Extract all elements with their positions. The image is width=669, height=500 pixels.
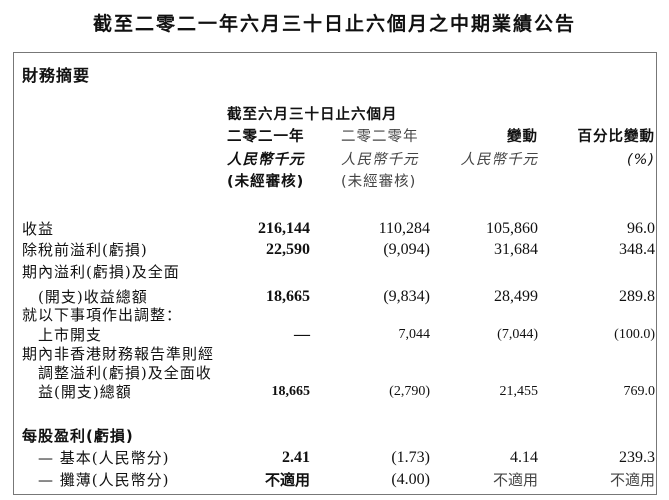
cell: 21,455 [499,384,539,399]
header-col2-note: (未經審核) [341,174,417,190]
cell: 不適用 [492,471,538,489]
header-col1-year: 二零二一年 [227,129,305,145]
cell: 96.0 [627,220,655,237]
row-label: 除稅前溢利(虧損) [22,241,148,259]
cell: 28,499 [494,288,538,305]
cell: 18,665 [271,384,311,399]
row-label: — 攤薄(人民幣分) [38,471,170,489]
cell: 4.14 [510,449,538,466]
row-label-cont: 調整溢利(虧損)及全面收 [38,364,212,382]
cell: 216,144 [258,220,310,237]
header-col2-year: 二零二零年 [341,129,419,145]
financial-summary-box [13,52,657,495]
cell: 105,860 [486,220,538,237]
row-label: 收益 [22,220,55,238]
cell: 18,665 [266,288,310,305]
row-label: 期內溢利(虧損)及全面 [22,263,180,281]
row-label-cont: (開支)收益總額 [38,288,148,306]
row-label: 就以下事項作出調整： [22,306,183,324]
cell: (2,790) [389,384,430,399]
header-col1-unit: 人民幣千元 [227,152,305,168]
cell: 239.3 [619,449,655,466]
page-title: 截至二零二一年六月三十日止六個月之中期業績公告 [92,13,576,35]
eps-title: 每股盈利(虧損) [22,427,134,445]
cell: (7,044) [497,327,538,342]
row-label: — 基本(人民幣分) [38,449,170,467]
header-col4-unit: (%) [626,152,655,168]
cell: (1.73) [391,449,430,466]
cell: (9,834) [383,288,430,305]
cell: 2.41 [282,449,310,466]
header-col4-label: 百分比變動 [577,129,655,145]
cell: 348.4 [619,241,655,258]
cell: 769.0 [623,384,656,399]
cell: (100.0) [614,327,655,342]
header-col1-note: (未經審核) [227,174,305,190]
header-period: 截至六月三十日止六個月 [227,107,398,123]
header-col3-label: 變動 [507,129,538,145]
header-col2-unit: 人民幣千元 [341,152,419,168]
cell: 289.8 [619,288,655,305]
cell: 7,044 [398,327,431,342]
cell: 不適用 [264,471,310,489]
cell: (9,094) [383,241,430,258]
header-col3-unit: 人民幣千元 [460,152,538,168]
row-label: 期內非香港財務報告準則經 [22,345,215,363]
cell: 22,590 [266,241,310,258]
cell: 不適用 [609,471,655,489]
cell: (4.00) [391,471,430,488]
cell: 31,684 [494,241,538,258]
row-label-cont: 益(開支)總額 [38,383,132,401]
cell: — [294,326,310,343]
row-label-cont: 上市開支 [38,326,103,344]
cell: 110,284 [378,220,430,237]
section-title: 財務摘要 [22,66,91,85]
